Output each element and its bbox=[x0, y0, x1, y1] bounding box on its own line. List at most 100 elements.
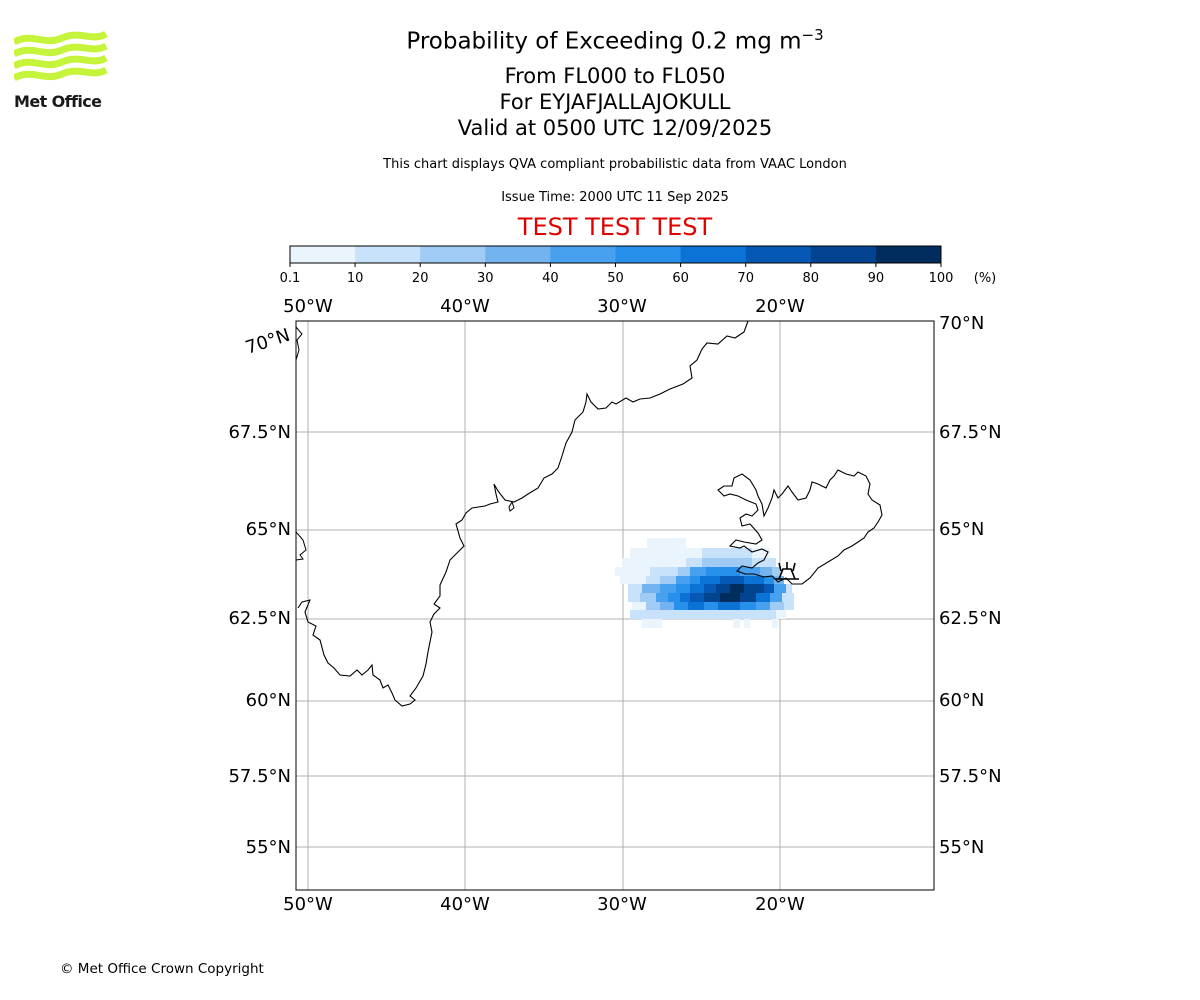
ash-cell bbox=[752, 548, 770, 558]
ash-cell bbox=[750, 610, 776, 619]
ash-cell bbox=[770, 593, 782, 602]
met-office-waves-icon bbox=[12, 30, 108, 82]
valid-time: Valid at 0500 UTC 12/09/2025 bbox=[457, 116, 773, 140]
volcano-name: For EYJAFJALLAJOKULL bbox=[499, 90, 731, 114]
met-office-logo: Met Office bbox=[12, 30, 110, 112]
logo-text: Met Office bbox=[14, 92, 102, 111]
map-gridlines bbox=[296, 321, 934, 890]
ash-cell bbox=[772, 619, 778, 628]
greenland-coastline bbox=[297, 321, 749, 707]
ash-cell bbox=[774, 584, 786, 593]
ash-cell bbox=[720, 610, 750, 619]
volcano-icon bbox=[775, 562, 799, 580]
ash-cell bbox=[770, 602, 784, 610]
ash-cell bbox=[776, 610, 786, 619]
colorbar-unit-label: (%) bbox=[974, 271, 997, 286]
ash-cell bbox=[752, 558, 776, 568]
ash-cell bbox=[646, 576, 660, 584]
ash-cell bbox=[632, 602, 646, 610]
ash-cell bbox=[628, 584, 642, 593]
copyright-notice: © Met Office Crown Copyright bbox=[60, 961, 264, 977]
ash-cell bbox=[733, 619, 740, 628]
colorbar-segment bbox=[810, 246, 877, 263]
ash-cell bbox=[760, 567, 772, 576]
ash-cell bbox=[690, 584, 704, 593]
ash-cell bbox=[740, 567, 760, 576]
lat-label-right: 70°N bbox=[939, 313, 984, 334]
chart-description: This chart displays QVA compliant probab… bbox=[383, 157, 847, 172]
lon-label-top: 30°W bbox=[597, 296, 647, 317]
chart-title: Probability of Exceeding 0.2 mg m−3 bbox=[406, 26, 824, 55]
ash-cell bbox=[642, 584, 660, 593]
lat-label-left: 57.5°N bbox=[228, 766, 291, 787]
colorbar-segment bbox=[485, 246, 551, 263]
ash-cell bbox=[642, 619, 662, 628]
ash-cell bbox=[690, 593, 704, 602]
colorbar-segment bbox=[615, 246, 681, 263]
ash-cell bbox=[674, 602, 688, 610]
ash-cell bbox=[716, 584, 730, 593]
ash-cell bbox=[646, 602, 660, 610]
ash-cell bbox=[630, 610, 660, 619]
lon-label-bottom: 20°W bbox=[755, 894, 805, 915]
lon-label-top: 20°W bbox=[755, 296, 805, 317]
lat-label-right: 65°N bbox=[939, 519, 984, 540]
flight-level-range: From FL000 to FL050 bbox=[504, 64, 726, 88]
greenland-west-coast bbox=[296, 531, 307, 561]
ash-cell bbox=[706, 567, 740, 576]
lat-label-right: 57.5°N bbox=[939, 766, 1002, 787]
ash-cell bbox=[676, 576, 690, 584]
test-banner: TEST TEST TEST bbox=[517, 213, 713, 241]
ash-cell bbox=[668, 593, 680, 602]
ash-cell bbox=[772, 567, 780, 576]
ash-cell bbox=[740, 593, 756, 602]
ash-cell bbox=[786, 584, 792, 593]
colorbar-tick-label: 40 bbox=[542, 271, 559, 286]
ash-cell bbox=[656, 593, 668, 602]
ash-cell bbox=[647, 538, 686, 548]
ash-cell bbox=[628, 593, 640, 602]
colorbar-segment bbox=[875, 246, 942, 263]
ash-cell bbox=[686, 558, 702, 568]
colorbar-tick-label: 50 bbox=[607, 271, 624, 286]
ash-cell bbox=[660, 610, 690, 619]
lon-label-bottom: 30°W bbox=[597, 894, 647, 915]
ash-cell bbox=[764, 576, 774, 584]
lon-label-top: 40°W bbox=[440, 296, 490, 317]
ash-cell bbox=[690, 576, 700, 584]
map-area bbox=[296, 321, 934, 890]
ash-cell bbox=[660, 584, 676, 593]
probability-colorbar: 0.1 10 20 30 40 50 60 70 80 90 100 (%) bbox=[280, 245, 997, 286]
colorbar-tick-label: 0.1 bbox=[280, 271, 301, 286]
colorbar-tick-label: 20 bbox=[412, 271, 429, 286]
colorbar-tick-label: 80 bbox=[803, 271, 820, 286]
colorbar-segment bbox=[420, 246, 486, 263]
map-frame bbox=[295, 320, 935, 891]
ash-cell bbox=[718, 602, 740, 610]
ash-cell bbox=[764, 584, 774, 593]
logo-wave-2 bbox=[12, 42, 108, 58]
lat-label-left: 65°N bbox=[246, 519, 291, 540]
lon-label-bottom: 50°W bbox=[283, 894, 333, 915]
colorbar-segment bbox=[355, 246, 421, 263]
lon-label-bottom: 40°W bbox=[440, 894, 490, 915]
ash-cell bbox=[740, 602, 756, 610]
ash-cell bbox=[702, 548, 752, 558]
ash-cell bbox=[704, 593, 720, 602]
greenland-north-coast bbox=[296, 326, 303, 361]
logo-wave-1 bbox=[12, 30, 108, 46]
lon-label-top: 50°W bbox=[283, 296, 333, 317]
ash-cell bbox=[704, 584, 716, 593]
ash-cell bbox=[730, 584, 744, 593]
ash-cell bbox=[718, 558, 752, 568]
lat-label-right: 67.5°N bbox=[939, 422, 1002, 443]
ash-cell bbox=[784, 602, 794, 610]
ash-cell bbox=[700, 576, 720, 584]
ash-cell bbox=[774, 576, 784, 584]
ash-cell bbox=[680, 593, 690, 602]
colorbar-tick-label: 10 bbox=[347, 271, 364, 286]
ash-cell bbox=[720, 576, 744, 584]
ash-cell bbox=[630, 548, 702, 558]
ash-probability-field bbox=[615, 538, 794, 628]
